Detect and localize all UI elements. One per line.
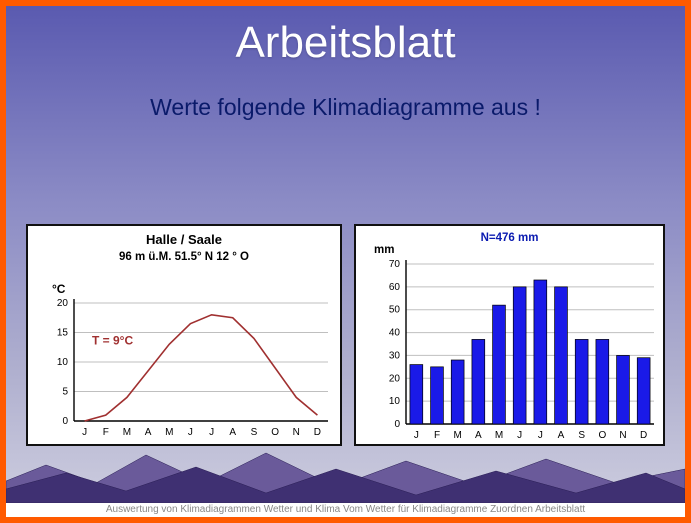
precip-card: N=476 mm mm 010203040506070JFMAMJJASOND: [354, 224, 665, 446]
precip-chart: 0 10 20 30 40 50 60 70 J F M A M J J A S O N D: [356, 246, 668, 446]
svg-text:M: M: [165, 427, 173, 438]
svg-text:S: S: [578, 430, 585, 441]
svg-text:A: A: [229, 427, 236, 438]
svg-text:O: O: [271, 427, 279, 438]
temperature-chart: 0 5 10 15 20 J F M A M J J A S O N D T = 9°C: [28, 263, 340, 443]
svg-text:J: J: [517, 430, 522, 441]
svg-text:M: M: [123, 427, 131, 438]
svg-text:0: 0: [394, 419, 400, 430]
svg-text:40: 40: [389, 328, 401, 339]
svg-text:20: 20: [389, 373, 401, 384]
svg-text:F: F: [103, 427, 109, 438]
svg-text:10: 10: [389, 396, 401, 407]
svg-text:M: M: [495, 430, 503, 441]
svg-text:5: 5: [62, 387, 68, 398]
svg-text:J: J: [414, 430, 419, 441]
svg-text:10: 10: [57, 357, 69, 368]
svg-text:T = 9°C: T = 9°C: [92, 334, 133, 348]
svg-text:A: A: [145, 427, 152, 438]
svg-text:N: N: [619, 430, 626, 441]
svg-text:D: D: [314, 427, 321, 438]
temp-y-unit: °C: [52, 282, 65, 296]
precip-n-label: N=476 mm: [356, 232, 663, 244]
svg-text:J: J: [188, 427, 193, 438]
svg-text:O: O: [598, 430, 606, 441]
svg-text:30: 30: [389, 350, 401, 361]
svg-text:70: 70: [389, 259, 401, 270]
temp-heading-2: 96 m ü.M. 51.5° N 12 ° O: [28, 251, 340, 263]
svg-text:20: 20: [57, 298, 69, 309]
svg-text:D: D: [640, 430, 647, 441]
charts-row: Halle / Saale 96 m ü.M. 51.5° N 12 ° O °…: [6, 224, 685, 446]
svg-text:15: 15: [57, 328, 69, 339]
svg-text:A: A: [558, 430, 565, 441]
page-title: Arbeitsblatt: [6, 18, 685, 68]
mountains-decoration: [6, 443, 685, 503]
svg-text:N: N: [293, 427, 300, 438]
slide-frame: Arbeitsblatt Werte folgende Klimadiagram…: [0, 0, 691, 523]
svg-text:J: J: [209, 427, 214, 438]
svg-text:F: F: [434, 430, 440, 441]
svg-text:0: 0: [62, 416, 68, 427]
svg-text:J: J: [82, 427, 87, 438]
page-subtitle: Werte folgende Klimadiagramme aus !: [6, 94, 685, 121]
svg-text:M: M: [453, 430, 461, 441]
svg-text:50: 50: [389, 305, 401, 316]
svg-text:J: J: [538, 430, 543, 441]
svg-text:60: 60: [389, 282, 401, 293]
svg-text:S: S: [251, 427, 258, 438]
temperature-card: Halle / Saale 96 m ü.M. 51.5° N 12 ° O °…: [26, 224, 342, 446]
svg-text:A: A: [475, 430, 482, 441]
temp-heading-1: Halle / Saale: [28, 232, 340, 247]
bottom-caption: Auswertung von Klimadiagrammen Wetter un…: [6, 503, 685, 517]
